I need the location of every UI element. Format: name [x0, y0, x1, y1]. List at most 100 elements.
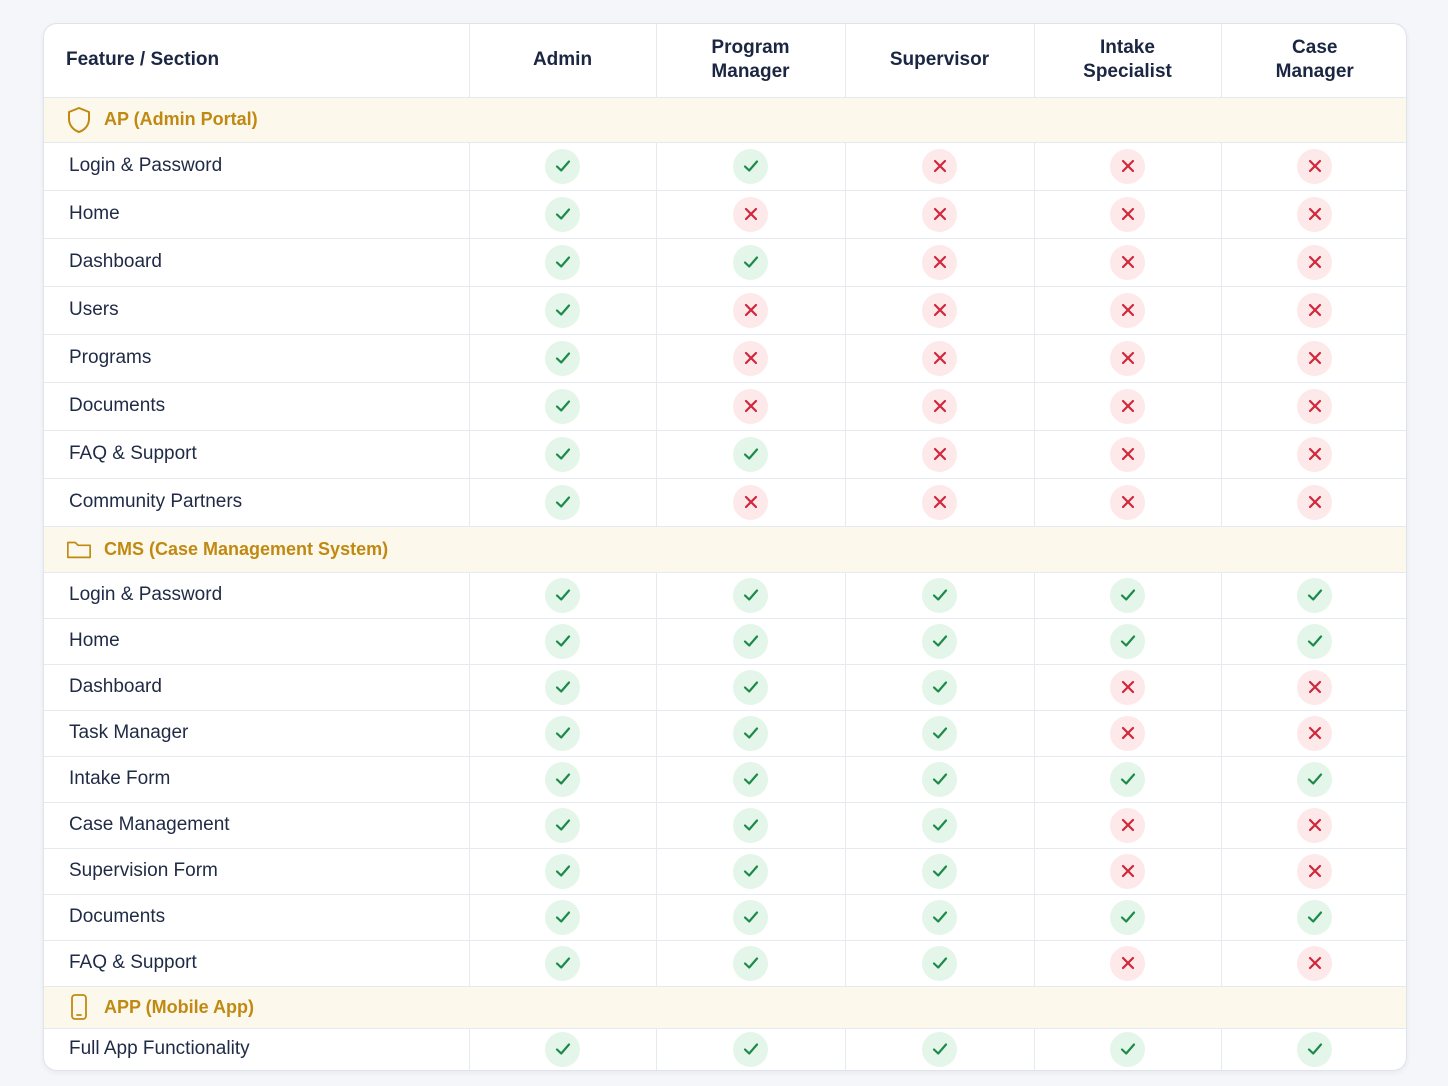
access-cell [1034, 190, 1222, 239]
x-icon [1110, 196, 1145, 232]
access-cell [1221, 894, 1406, 941]
access-cell [1221, 572, 1406, 619]
access-cell [845, 664, 1035, 711]
column-header-role: Supervisor [845, 24, 1035, 98]
feature-name: Home [44, 618, 470, 665]
check-icon [922, 1031, 957, 1067]
access-cell [1221, 1028, 1406, 1070]
check-icon [733, 807, 768, 843]
table-row: Intake Form [44, 756, 1406, 803]
check-icon [733, 853, 768, 889]
access-cell [1034, 430, 1222, 479]
x-icon [922, 292, 957, 328]
table-row: Home [44, 618, 1406, 665]
access-cell [656, 142, 846, 191]
access-cell [1221, 802, 1406, 849]
check-icon [733, 436, 768, 472]
access-cell [1034, 478, 1222, 527]
check-icon [545, 436, 580, 472]
table-row: Dashboard [44, 238, 1406, 287]
x-icon [1297, 340, 1333, 376]
check-icon [733, 945, 768, 981]
access-cell [1034, 238, 1222, 287]
feature-name: Dashboard [44, 238, 470, 287]
access-cell [845, 286, 1035, 335]
access-cell [469, 478, 657, 527]
permissions-table: Feature / Section Admin Program Manager S… [44, 24, 1406, 1070]
access-cell [656, 756, 846, 803]
section-header-row: CMS (Case Management System) [44, 526, 1406, 573]
section-header: APP (Mobile App) [66, 994, 1406, 1020]
x-icon [1110, 945, 1145, 981]
access-cell [845, 190, 1035, 239]
x-icon [922, 436, 957, 472]
permissions-matrix-card: Feature / Section Admin Program Manager S… [43, 23, 1407, 1071]
check-icon [545, 292, 580, 328]
x-icon [1110, 340, 1145, 376]
check-icon [545, 340, 580, 376]
access-cell [845, 572, 1035, 619]
check-icon [922, 899, 957, 935]
check-icon [1110, 577, 1145, 613]
check-icon [545, 715, 580, 751]
x-icon [1110, 484, 1145, 520]
x-icon [1297, 436, 1333, 472]
access-cell [469, 238, 657, 287]
x-icon [1297, 388, 1333, 424]
access-cell [469, 940, 657, 987]
table-row: Login & Password [44, 572, 1406, 619]
access-cell [845, 710, 1035, 757]
access-cell [1034, 756, 1222, 803]
x-icon [922, 340, 957, 376]
access-cell [656, 664, 846, 711]
check-icon [545, 669, 580, 705]
folder-icon [66, 536, 92, 562]
access-cell [1034, 382, 1222, 431]
check-icon [1297, 1031, 1333, 1067]
x-icon [1297, 244, 1333, 280]
access-cell [1221, 238, 1406, 287]
x-icon [1110, 244, 1145, 280]
access-cell [1221, 334, 1406, 383]
access-cell [1221, 848, 1406, 895]
x-icon [1297, 669, 1333, 705]
access-cell [469, 190, 657, 239]
x-icon [1110, 436, 1145, 472]
x-icon [1110, 807, 1145, 843]
feature-name: FAQ & Support [44, 940, 470, 987]
access-cell [469, 382, 657, 431]
access-cell [469, 1028, 657, 1070]
access-cell [656, 238, 846, 287]
access-cell [1221, 710, 1406, 757]
column-header-role: Admin [469, 24, 657, 98]
check-icon [545, 899, 580, 935]
section-header: AP (Admin Portal) [66, 106, 1406, 133]
access-cell [656, 710, 846, 757]
check-icon [733, 244, 768, 280]
access-cell [469, 894, 657, 941]
access-cell [469, 756, 657, 803]
section-title: APP (Mobile App) [104, 996, 254, 1017]
column-header-role: Case Manager [1221, 24, 1406, 98]
access-cell [469, 664, 657, 711]
x-icon [922, 388, 957, 424]
feature-name: Login & Password [44, 572, 470, 619]
access-cell [845, 940, 1035, 987]
table-row: Documents [44, 382, 1406, 431]
check-icon [733, 623, 768, 659]
access-cell [656, 190, 846, 239]
check-icon [1110, 761, 1145, 797]
feature-name: FAQ & Support [44, 430, 470, 479]
check-icon [922, 853, 957, 889]
access-cell [1221, 664, 1406, 711]
access-cell [845, 618, 1035, 665]
check-icon [922, 669, 957, 705]
access-cell [1221, 940, 1406, 987]
table-row: Login & Password [44, 142, 1406, 191]
x-icon [1110, 669, 1145, 705]
access-cell [1034, 802, 1222, 849]
table-row: Supervision Form [44, 848, 1406, 895]
access-cell [469, 848, 657, 895]
section-header-row: APP (Mobile App) [44, 986, 1406, 1029]
check-icon [922, 761, 957, 797]
